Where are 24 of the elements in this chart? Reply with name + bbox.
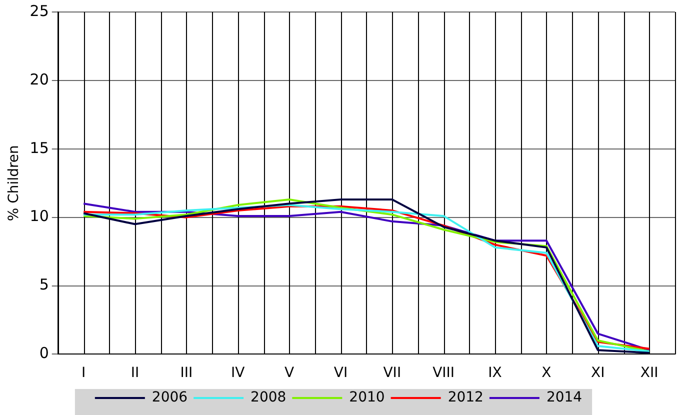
legend-label: 2010 <box>349 390 385 406</box>
legend-label: 2008 <box>250 390 286 406</box>
y-axis-title: % Children <box>6 145 22 222</box>
legend-label: 2012 <box>448 390 484 406</box>
y-tick-label: 10 <box>30 207 49 226</box>
legend-label: 2006 <box>152 390 188 406</box>
x-tick-label: VI <box>334 365 348 382</box>
x-tick-label: IX <box>488 365 502 382</box>
x-tick-label: V <box>284 365 295 382</box>
y-tick-label: 20 <box>30 70 49 88</box>
x-tick-label: XII <box>640 365 658 382</box>
y-tick-label: 0 <box>39 344 49 362</box>
x-tick-label: II <box>130 365 140 382</box>
x-tick-label: III <box>180 365 193 382</box>
x-tick-label: X <box>542 365 552 382</box>
y-tick-label: 5 <box>39 276 49 294</box>
x-tick-label: VII <box>383 365 402 382</box>
y-tick-label: 15 <box>30 138 49 157</box>
x-tick-label: I <box>82 365 86 382</box>
x-tick-label: XI <box>590 365 605 382</box>
x-tick-label: IV <box>231 365 246 382</box>
y-tick-label: 25 <box>30 2 49 20</box>
legend-label: 2014 <box>546 390 582 406</box>
x-tick-label: VIII <box>432 365 455 382</box>
